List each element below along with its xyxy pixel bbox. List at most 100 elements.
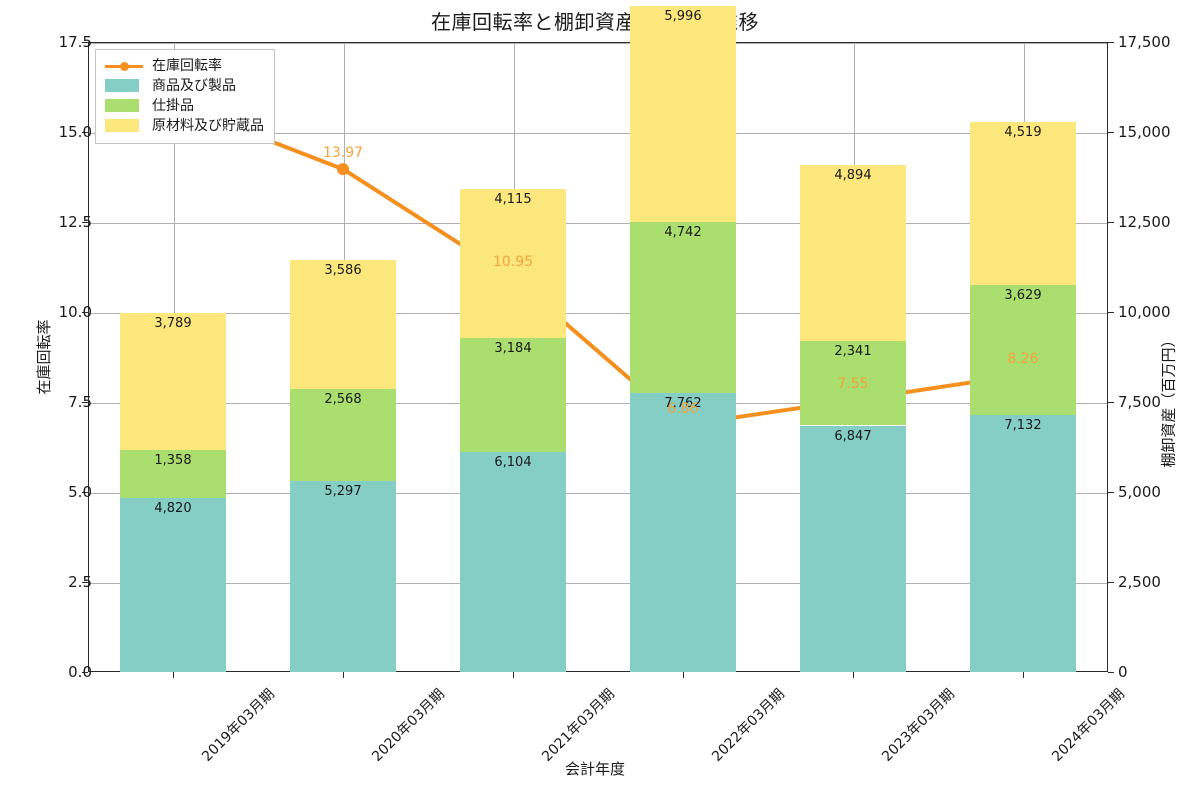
bar-value-label: 7,762 <box>664 395 702 411</box>
legend-color-swatch <box>105 79 139 92</box>
bar-segment[interactable] <box>630 392 736 672</box>
x-axis-label: 会計年度 <box>564 760 625 778</box>
y-axis-left-tick-mark <box>82 492 88 494</box>
bar-segment[interactable] <box>460 452 566 672</box>
bar-segment[interactable] <box>630 6 736 222</box>
bar-segment[interactable] <box>460 189 566 338</box>
y-axis-left-tick-mark <box>82 42 88 44</box>
x-axis-tick-mark <box>853 672 855 678</box>
x-axis-tick-label: 2019年03月期 <box>199 686 278 765</box>
y-axis-left-tick-label: 2.5 <box>68 573 92 591</box>
line-value-label: 7.55 <box>837 376 869 393</box>
legend-key <box>105 79 143 93</box>
gridline-horizontal <box>89 43 1107 44</box>
x-axis-tick-label: 2020年03月期 <box>369 686 448 765</box>
legend-item[interactable]: 商品及び製品 <box>105 76 264 96</box>
bar-value-label: 3,789 <box>154 316 192 332</box>
legend-item-label: 仕掛品 <box>152 98 194 114</box>
bar-segment[interactable] <box>120 449 226 499</box>
y-axis-left-tick-label: 7.5 <box>68 393 92 411</box>
bar-value-label: 4,519 <box>1004 124 1042 140</box>
bar-value-label: 4,742 <box>664 224 702 240</box>
y-axis-left-tick-mark <box>82 222 88 224</box>
y-axis-left-tick-label: 0.0 <box>68 663 92 681</box>
y-axis-right-tick-label: 17,500 <box>1118 33 1171 51</box>
y-axis-right-tick-mark <box>1108 222 1114 224</box>
bar-value-label: 5,996 <box>664 9 702 24</box>
y-axis-right-tick-label: 5,000 <box>1118 483 1161 501</box>
gridline-horizontal <box>89 493 1107 494</box>
bar-value-label: 6,104 <box>494 455 532 471</box>
bar-value-label: 4,820 <box>154 501 192 517</box>
y-axis-right-tick-label: 15,000 <box>1118 123 1171 141</box>
legend-item[interactable]: 在庫回転率 <box>105 56 264 76</box>
bar-segment[interactable] <box>970 415 1076 672</box>
y-axis-left-tick-mark <box>82 582 88 584</box>
legend-item-label: 原材料及び貯蔵品 <box>152 118 264 134</box>
x-axis-tick-label: 2023年03月期 <box>879 686 958 765</box>
y-axis-left-tick-label: 15.0 <box>58 123 92 141</box>
bar-value-label: 3,629 <box>1004 287 1042 303</box>
y-axis-left-tick-mark <box>82 312 88 314</box>
bar-value-label: 3,586 <box>324 262 362 278</box>
bar-segment[interactable] <box>800 425 906 672</box>
bar-segment[interactable] <box>800 165 906 342</box>
bar-segment[interactable] <box>120 313 226 450</box>
y-axis-right-tick-mark <box>1108 492 1114 494</box>
bar-segment[interactable] <box>460 337 566 453</box>
y-axis-right-tick-mark <box>1108 312 1114 314</box>
legend-item-label: 在庫回転率 <box>152 58 222 74</box>
y-axis-left-tick-mark <box>82 672 88 674</box>
bar-segment[interactable] <box>970 121 1076 285</box>
x-axis-tick-mark <box>513 672 515 678</box>
y-axis-right-tick-label: 7,500 <box>1118 393 1161 411</box>
legend-item-label: 商品及び製品 <box>152 78 236 94</box>
bar-segment[interactable] <box>290 259 396 389</box>
bar-value-label: 2,341 <box>834 344 872 360</box>
gridline-horizontal <box>89 583 1107 584</box>
y-axis-right-tick-label: 10,000 <box>1118 303 1171 321</box>
legend-key <box>105 119 143 133</box>
bar-value-label: 1,358 <box>154 452 192 468</box>
y-axis-right-tick-label: 0 <box>1118 663 1128 681</box>
x-axis-tick-label: 2024年03月期 <box>1049 686 1128 765</box>
y-axis-left-tick-mark <box>82 402 88 404</box>
legend-key <box>105 99 143 113</box>
legend-item[interactable]: 仕掛品 <box>105 96 264 116</box>
bar-segment[interactable] <box>630 221 736 393</box>
bar-segment[interactable] <box>290 481 396 672</box>
y-axis-right-tick-mark <box>1108 42 1114 44</box>
bar-segment[interactable] <box>970 284 1076 416</box>
y-axis-left-tick-label: 17.5 <box>58 33 92 51</box>
x-axis-tick-mark <box>1023 672 1025 678</box>
y-axis-left-tick-mark <box>82 132 88 134</box>
chart-title: 在庫回転率と棚卸資産の内訳別推移 <box>431 10 759 34</box>
bar-value-label: 2,568 <box>324 391 362 407</box>
legend-key <box>105 59 143 73</box>
y-axis-left-tick-label: 12.5 <box>58 213 92 231</box>
line-value-label: 6.86 <box>667 401 699 418</box>
x-axis-tick-mark <box>173 672 175 678</box>
bar-value-label: 5,297 <box>324 484 362 500</box>
x-axis-tick-mark <box>343 672 345 678</box>
bar-value-label: 4,894 <box>834 168 872 184</box>
legend-item[interactable]: 原材料及び貯蔵品 <box>105 116 264 136</box>
chart-legend: 在庫回転率商品及び製品 仕掛品原材料及び貯蔵品 <box>95 49 275 144</box>
y-axis-left-tick-label: 10.0 <box>58 303 92 321</box>
y-axis-right-tick-mark <box>1108 132 1114 134</box>
bar-segment[interactable] <box>120 498 226 672</box>
legend-color-swatch <box>105 119 139 132</box>
y-axis-right-tick-label: 2,500 <box>1118 573 1161 591</box>
bar-value-label: 3,184 <box>494 340 532 356</box>
bar-segment[interactable] <box>800 341 906 426</box>
y-axis-right-tick-mark <box>1108 672 1114 674</box>
x-axis-tick-label: 2021年03月期 <box>539 686 618 765</box>
bar-segment[interactable] <box>290 388 396 482</box>
gridline-horizontal <box>89 403 1107 404</box>
gridline-horizontal <box>89 313 1107 314</box>
line-value-label: 10.95 <box>492 253 534 270</box>
bar-value-label: 4,115 <box>494 192 532 208</box>
legend-dot-marker <box>120 62 129 71</box>
y-axis-left-label: 在庫回転率 <box>35 319 54 395</box>
